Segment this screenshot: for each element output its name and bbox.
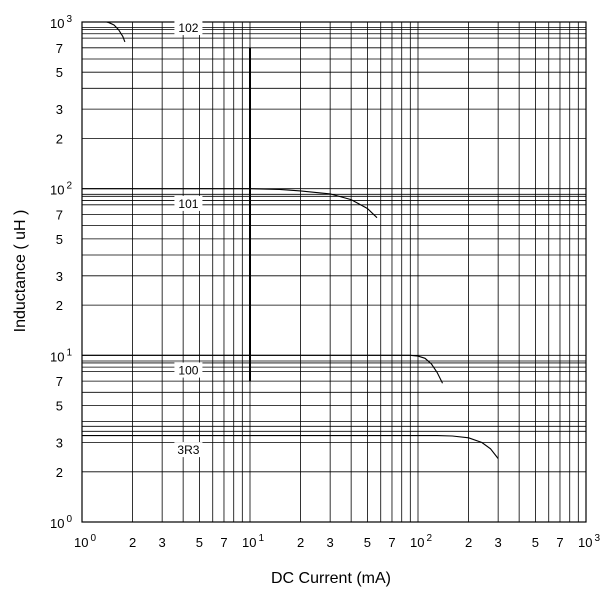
series-layer xyxy=(82,21,499,459)
grid-layer xyxy=(81,21,587,523)
y-tick-label: 5 xyxy=(56,399,63,414)
x-tick-label: 5 xyxy=(196,535,203,550)
series-line-102 xyxy=(82,21,126,43)
series-label-bg xyxy=(174,20,203,36)
y-tick-label: 10 2 xyxy=(50,181,72,198)
y-axis-title: Inductance ( uH ) xyxy=(12,210,29,333)
x-tick-label: 5 xyxy=(532,535,539,550)
x-tick-label: 7 xyxy=(556,535,563,550)
plot-frame xyxy=(81,21,587,523)
x-tick-label: 5 xyxy=(364,535,371,550)
tick-layer: 10 0 2 3 5 7 10 1 2 3 5 7 10 2 2 3 5 7 10 3 10 0 2 3 5 7 10 1 2 3 5 7 10… xyxy=(50,14,600,550)
y-tick-label: 2 xyxy=(56,465,63,480)
x-tick-label: 2 xyxy=(465,535,472,550)
y-tick-label: 10 1 xyxy=(50,347,72,364)
y-tick-label: 3 xyxy=(56,102,63,117)
x-tick-label: 7 xyxy=(388,535,395,550)
y-tick-label: 2 xyxy=(56,298,63,313)
series-line-3r3 xyxy=(82,435,499,459)
y-tick-label: 3 xyxy=(56,435,63,450)
y-tick-label: 2 xyxy=(56,131,63,146)
y-tick-label: 7 xyxy=(56,374,63,389)
y-tick-label: 10 3 xyxy=(50,14,72,31)
x-tick-label: 10 2 xyxy=(410,533,432,550)
series-line-100 xyxy=(82,354,443,384)
x-tick-label: 2 xyxy=(129,535,136,550)
series-label-101: 101 xyxy=(178,197,198,211)
label-layer: 102 101 100 3R3 xyxy=(174,20,203,458)
x-tick-label: 10 3 xyxy=(578,533,600,550)
y-tick-label: 10 0 xyxy=(50,514,72,531)
series-label-bg xyxy=(174,195,203,211)
series-label-bg xyxy=(174,442,203,458)
series-label-bg xyxy=(174,362,203,378)
series-label-3r3: 3R3 xyxy=(177,443,199,457)
x-tick-label: 10 1 xyxy=(242,533,264,550)
x-tick-label: 7 xyxy=(220,535,227,550)
series-line-101 xyxy=(82,188,378,219)
series-label-100: 100 xyxy=(178,364,198,378)
y-tick-label: 7 xyxy=(56,207,63,222)
x-tick-label: 10 0 xyxy=(74,533,96,550)
x-tick-label: 2 xyxy=(297,535,304,550)
y-tick-label: 3 xyxy=(56,269,63,284)
x-tick-label: 3 xyxy=(327,535,334,550)
y-tick-label: 5 xyxy=(56,65,63,80)
x-axis-title: DC Current (mA) xyxy=(271,570,391,587)
x-tick-label: 3 xyxy=(495,535,502,550)
y-tick-label: 5 xyxy=(56,232,63,247)
x-tick-label: 3 xyxy=(159,535,166,550)
y-tick-label: 7 xyxy=(56,41,63,56)
series-label-102: 102 xyxy=(178,21,198,35)
